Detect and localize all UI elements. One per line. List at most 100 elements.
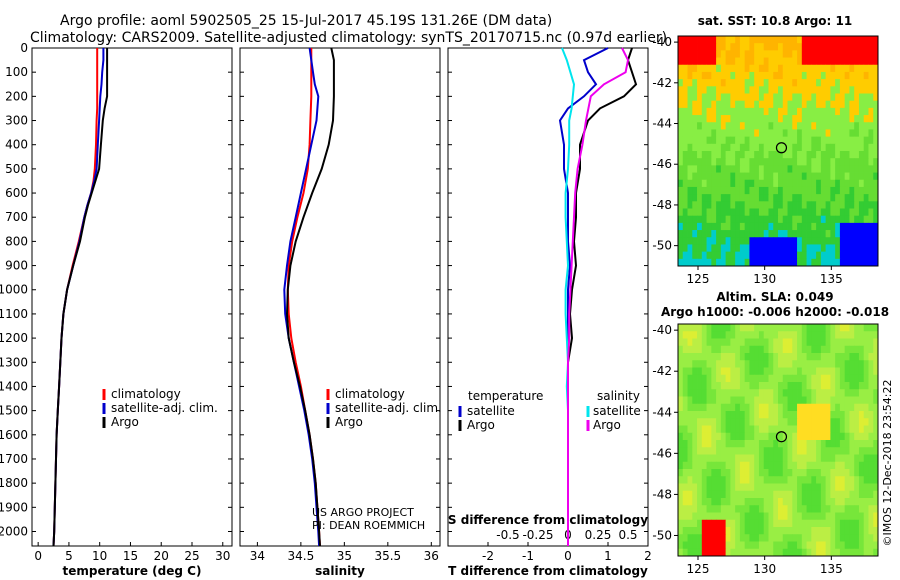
- map-cell: [701, 107, 707, 116]
- map-cell: [697, 86, 703, 94]
- map-cell: [739, 43, 746, 51]
- map-cell: [801, 86, 807, 94]
- map-cell: [725, 512, 731, 521]
- map-cell: [830, 208, 836, 217]
- map-cell: [868, 411, 874, 419]
- map-cell: [682, 440, 688, 448]
- map-cell: [720, 411, 727, 419]
- map-cell: [811, 258, 817, 267]
- map-cell: [854, 50, 860, 58]
- map-cell: [749, 151, 755, 159]
- map-cell: [758, 93, 765, 102]
- map-cell: [801, 50, 807, 58]
- map-cell: [711, 172, 717, 181]
- map-cell: [711, 425, 717, 434]
- map-cell: [839, 490, 846, 499]
- sla-map-frame: [677, 323, 879, 557]
- map-cell: [768, 548, 774, 557]
- map-cell: [782, 469, 788, 477]
- map-cell: [806, 43, 812, 51]
- map-cell: [725, 172, 731, 181]
- map-cell: [730, 151, 736, 159]
- map-cell: [830, 411, 836, 419]
- map-cell: [678, 222, 684, 231]
- map-cell: [854, 179, 860, 188]
- map-cell: [858, 403, 865, 412]
- map-cell: [782, 324, 788, 332]
- map-cell: [720, 454, 727, 463]
- map-cell: [801, 505, 807, 513]
- map-cell: [797, 418, 803, 426]
- map-cell: [716, 129, 722, 138]
- map-cell: [730, 541, 736, 550]
- map-cell: [773, 86, 779, 94]
- map-cell: [787, 258, 793, 267]
- map-cell: [720, 158, 727, 166]
- map-cell: [844, 179, 850, 188]
- map-cell: [754, 237, 760, 245]
- map-cell: [849, 338, 855, 347]
- map-cell: [854, 425, 860, 434]
- map-cell: [758, 389, 765, 397]
- map-cell: [801, 215, 807, 224]
- map-cell: [782, 382, 788, 390]
- map-cell: [849, 389, 855, 397]
- map-cell: [801, 100, 807, 109]
- map-cell: [858, 519, 865, 528]
- map-cell: [839, 382, 846, 390]
- map-cell: [739, 100, 746, 109]
- map-cell: [792, 374, 798, 383]
- map-cell: [806, 251, 812, 260]
- map-cell: [839, 469, 846, 477]
- map-cell: [811, 165, 817, 173]
- map-cell: [816, 505, 822, 513]
- map-cell: [763, 476, 769, 484]
- map-cell: [868, 36, 874, 44]
- map-cell: [801, 461, 807, 470]
- map-cell: [739, 483, 746, 492]
- map-cell: [678, 527, 684, 535]
- map-cell: [697, 172, 703, 181]
- map-cell: [792, 367, 798, 376]
- map-cell: [720, 129, 727, 138]
- map-cell: [873, 454, 879, 463]
- map-cell: [825, 230, 831, 238]
- map-cell: [730, 244, 736, 253]
- map-cell: [763, 541, 769, 550]
- map-cell: [725, 483, 731, 492]
- map-cell: [820, 490, 827, 499]
- map-cell: [678, 50, 684, 58]
- map-cell: [868, 237, 874, 245]
- map-cell: [682, 136, 688, 145]
- map-cell: [868, 251, 874, 260]
- map-cell: [716, 86, 722, 94]
- map-cell: [687, 122, 693, 130]
- map-cell: [787, 201, 793, 209]
- map-cell: [797, 447, 803, 455]
- map-cell: [744, 418, 750, 426]
- map-cell: [749, 519, 755, 528]
- map-cell: [773, 64, 779, 73]
- map-cell: [739, 208, 746, 217]
- map-cell: [735, 461, 741, 470]
- map-cell: [682, 36, 688, 44]
- map-cell: [720, 353, 727, 361]
- map-cell: [716, 194, 722, 202]
- map-cell: [830, 498, 836, 506]
- map-cell: [730, 469, 736, 477]
- map-cell: [797, 534, 803, 542]
- map-cell: [754, 86, 760, 94]
- map-cell: [730, 194, 736, 202]
- map-cell: [778, 194, 784, 202]
- map-cell: [701, 172, 707, 181]
- map-cell: [754, 418, 760, 426]
- map-cell: [697, 244, 703, 253]
- map-cell: [682, 396, 688, 405]
- map-cell: [844, 541, 850, 550]
- map-cell: [758, 186, 765, 195]
- map-cell: [839, 71, 846, 80]
- map-cell: [835, 367, 841, 376]
- map-cell: [768, 136, 774, 145]
- map-cell: [849, 172, 855, 181]
- map-cell: [825, 43, 831, 51]
